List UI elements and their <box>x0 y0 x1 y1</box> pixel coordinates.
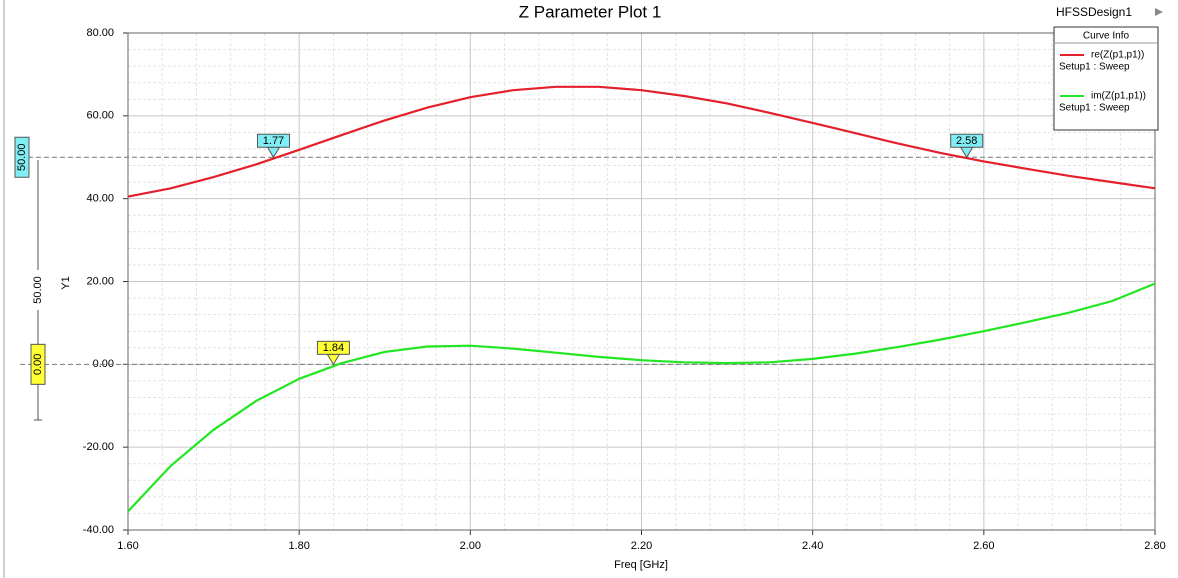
marker-label: 1.84 <box>323 342 344 354</box>
y-tick-label: -20.00 <box>83 441 114 453</box>
legend-label: re(Z(p1,p1)) <box>1091 50 1144 61</box>
marker-label: 1.77 <box>263 135 284 147</box>
reference-label-box <box>14 136 30 178</box>
x-axis-label: Freq [GHz] <box>614 559 668 571</box>
reference-label: 50.00 <box>16 143 28 171</box>
x-tick-label: 2.20 <box>631 540 652 552</box>
series-line <box>127 282 1156 513</box>
delta-bg <box>32 270 44 310</box>
y-axis-label: Y1 <box>60 276 72 289</box>
x-tick-label: 2.80 <box>1144 540 1165 552</box>
x-tick-label: 2.60 <box>973 540 994 552</box>
menu-arrow[interactable] <box>1155 8 1163 16</box>
legend-title: Curve Info <box>1083 31 1130 42</box>
marker-box <box>316 340 350 355</box>
legend-source: Setup1 : Sweep <box>1059 62 1130 73</box>
y-tick-label: -40.00 <box>83 524 114 536</box>
marker-label: 2.58 <box>956 135 977 147</box>
chart-title: Z Parameter Plot 1 <box>519 2 662 21</box>
y-tick-label: 60.00 <box>86 110 114 122</box>
x-tick-label: 2.00 <box>460 540 481 552</box>
x-tick-label: 1.60 <box>117 540 138 552</box>
delta-label: 50.00 <box>32 276 44 304</box>
marker-box <box>950 133 984 148</box>
reference-label-box <box>30 343 46 385</box>
y-tick-label: 20.00 <box>86 275 114 287</box>
y-tick-label: 80.00 <box>86 27 114 39</box>
reference-label: 0.00 <box>32 354 44 375</box>
series-line <box>127 85 1156 198</box>
plot-frame <box>127 32 1156 531</box>
legend-label: im(Z(p1,p1)) <box>1091 91 1146 102</box>
x-tick-label: 2.40 <box>802 540 823 552</box>
legend-box <box>1053 26 1159 131</box>
y-tick-label: 40.00 <box>86 193 114 205</box>
legend-source: Setup1 : Sweep <box>1059 103 1130 114</box>
marker-box <box>256 133 290 148</box>
design-name: HFSSDesign1 <box>1056 5 1132 19</box>
x-tick-label: 1.80 <box>288 540 309 552</box>
